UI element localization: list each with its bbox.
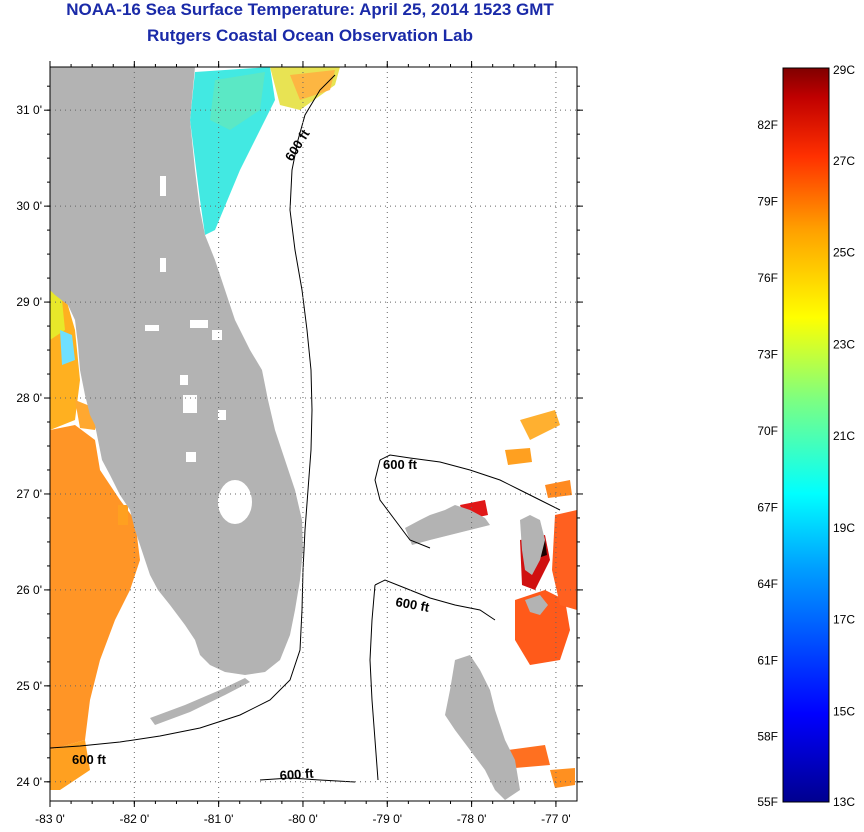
colorbar-fahrenheit-label: 61F	[757, 653, 778, 667]
colorbar-fahrenheit-label: 67F	[757, 500, 778, 514]
colorbar-gradient	[782, 67, 830, 803]
map-subtitle: Rutgers Coastal Ocean Observation Lab	[147, 26, 473, 45]
colorbar-fahrenheit-label: 58F	[757, 730, 778, 744]
lon-tick-label: -83 0'	[35, 812, 65, 826]
colorbar-fahrenheit-label: 55F	[757, 795, 778, 809]
colorbar-celsius-label: 13C	[833, 795, 855, 809]
colorbar-fahrenheit-label: 70F	[757, 424, 778, 438]
map-frame	[49, 66, 578, 802]
colorbar-fahrenheit-label: 82F	[757, 118, 778, 132]
colorbar-celsius-label: 23C	[833, 337, 855, 351]
florida-keys	[150, 678, 250, 725]
lat-tick-label: 29 0'	[16, 295, 42, 309]
lat-tick-label: 25 0'	[16, 679, 42, 693]
colorbar-fahrenheit-label: 79F	[757, 195, 778, 209]
lake-okeechobee	[218, 480, 252, 524]
andros-island	[445, 655, 520, 800]
axis-tick-labels: 31 0' 30 0' 29 0' 28 0' 27 0' 26 0' 25 0' 24 0'…	[16, 103, 570, 826]
lat-tick-label: 28 0'	[16, 391, 42, 405]
lon-tick-label: -78 0'	[457, 812, 487, 826]
lat-tick-label: 31 0'	[16, 103, 42, 117]
isobath-contours	[49, 74, 561, 783]
colorbar-celsius-label: 25C	[833, 246, 855, 260]
lat-tick-label: 24 0'	[16, 775, 42, 789]
colorbar-celsius-label: 19C	[833, 521, 855, 535]
lon-tick-label: -81 0'	[204, 812, 234, 826]
contour-label: 600 ft	[394, 594, 431, 615]
lat-tick-label: 30 0'	[16, 199, 42, 213]
lon-tick-label: -80 0'	[288, 812, 318, 826]
lon-tick-label: -77 0'	[541, 812, 571, 826]
grand-bahama	[405, 505, 490, 545]
colorbar-celsius-label: 29C	[833, 63, 855, 77]
colorbar-celsius-label: 15C	[833, 704, 855, 718]
map-title: NOAA-16 Sea Surface Temperature: April 2…	[66, 0, 554, 19]
small-lakes	[145, 176, 226, 462]
contour-label: 600 ft	[383, 457, 418, 472]
colorbar-fahrenheit-label: 73F	[757, 347, 778, 361]
colorbar-celsius-label: 27C	[833, 154, 855, 168]
lat-tick-label: 26 0'	[16, 583, 42, 597]
lon-tick-label: -79 0'	[372, 812, 402, 826]
abaco	[520, 515, 545, 575]
contour-label: 600 ft	[72, 752, 107, 767]
colorbar-fahrenheit-label: 76F	[757, 271, 778, 285]
colorbar-fahrenheit-label: 64F	[757, 577, 778, 591]
lat-tick-label: 27 0'	[16, 487, 42, 501]
colorbar-celsius-label: 21C	[833, 429, 855, 443]
colorbar-celsius-label: 17C	[833, 613, 855, 627]
lon-tick-label: -82 0'	[119, 812, 149, 826]
colorbar: 29C 27C 25C 23C 21C 19C 17C 15C 13C 82F 79F 76F 73F 7…	[757, 63, 855, 809]
eleuthera-north	[525, 595, 548, 615]
contour-label: 600 ft	[279, 766, 315, 783]
